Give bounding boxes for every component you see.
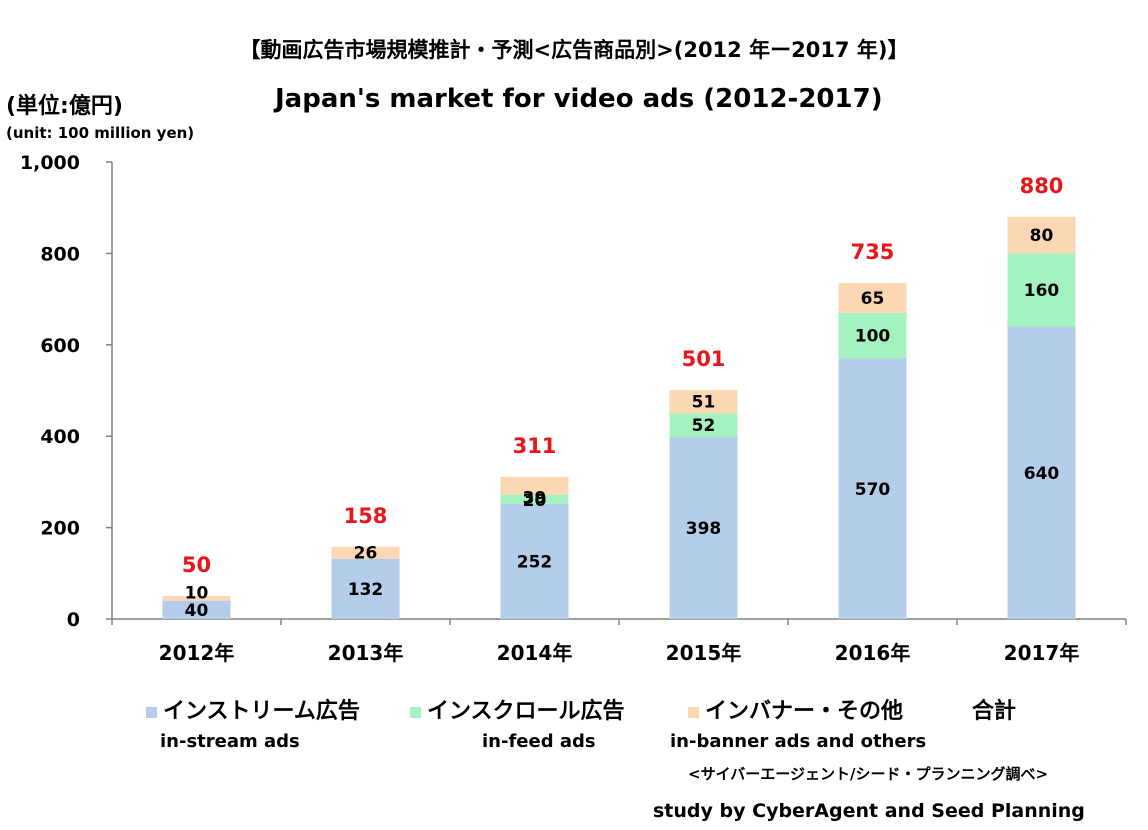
chart-title-en: Japan's market for video ads (2012-2017) — [275, 84, 883, 114]
bar-segment-instream — [331, 558, 400, 619]
bar-segment-infeed — [1007, 253, 1076, 327]
chart-title-jp: 【動画広告市場規模推計・予測<広告商品別>(2012 年ー2017 年)】 — [239, 38, 909, 62]
source-note-en: study by CyberAgent and Seed Planning — [653, 800, 1085, 822]
total-label: 50 — [182, 553, 211, 577]
bar-segment-instream — [162, 600, 231, 619]
data-label-infeed: 20 — [523, 491, 547, 511]
data-label-inbanner: 26 — [354, 544, 378, 564]
bar-segment-inbanner — [1007, 216, 1076, 254]
y-tick-label: 0 — [67, 609, 80, 631]
legend-swatch-inbanner — [688, 706, 699, 718]
bar-segment-instream — [669, 437, 738, 619]
legend-label-total: 合計 — [972, 699, 1017, 724]
data-label-inbanner: 65 — [861, 289, 885, 309]
y-tick-label: 400 — [40, 426, 80, 448]
data-label-instream: 132 — [348, 580, 384, 600]
x-tick-label: 2013年 — [328, 641, 404, 665]
bar-segment-infeed — [500, 494, 569, 504]
bar-segment-inbanner — [669, 390, 738, 414]
x-tick-label: 2015年 — [666, 641, 742, 665]
x-tick-label: 2016年 — [835, 641, 911, 665]
data-label-inbanner: 80 — [1030, 226, 1054, 246]
legend-label-infeed: インスクロール広告 — [427, 699, 625, 724]
data-label-inbanner: 10 — [185, 584, 209, 604]
bar-segment-instream — [1007, 326, 1076, 619]
legend-label-inbanner: インバナー・その他 — [705, 699, 904, 724]
bar-segment-instream — [838, 358, 907, 619]
y-tick-label: 600 — [40, 335, 80, 357]
bar-segment-inbanner — [838, 283, 907, 313]
legend-swatch-instream — [146, 706, 157, 718]
bar-segment-infeed — [669, 413, 738, 438]
legend-item-instream: インストリーム広告 — [146, 693, 360, 725]
data-label-instream: 570 — [855, 480, 891, 500]
data-label-inbanner: 39 — [523, 489, 547, 509]
x-tick-label: 2017年 — [1004, 641, 1080, 665]
data-label-instream: 640 — [1024, 464, 1060, 484]
bar-segment-inbanner — [331, 546, 400, 559]
total-label: 501 — [682, 347, 726, 371]
legend-item-inbanner: インバナー・その他 — [688, 693, 903, 725]
legend-swatch-infeed — [410, 706, 421, 718]
data-label-instream: 40 — [185, 601, 209, 621]
legend-label-instream: インストリーム広告 — [163, 699, 360, 724]
data-label-instream: 252 — [517, 552, 553, 572]
legend-en-inbanner: in-banner ads and others — [670, 731, 927, 752]
total-label: 158 — [344, 504, 388, 528]
x-tick-label: 2012年 — [159, 641, 235, 665]
unit-label-en: (unit: 100 million yen) — [6, 124, 195, 142]
total-label: 880 — [1020, 174, 1064, 198]
data-label-infeed: 160 — [1024, 281, 1060, 301]
total-label: 311 — [513, 434, 557, 458]
bar-segment-inbanner — [500, 476, 569, 495]
bar-segment-infeed — [838, 312, 907, 359]
x-tick-label: 2014年 — [497, 641, 573, 665]
data-label-instream: 398 — [686, 519, 722, 539]
data-label-infeed: 52 — [692, 416, 716, 436]
total-label: 735 — [851, 240, 895, 264]
data-label-inbanner: 51 — [692, 393, 716, 413]
data-label-infeed: 100 — [855, 327, 891, 347]
legend-en-instream: in-stream ads — [160, 731, 300, 752]
y-tick-label: 800 — [40, 243, 80, 265]
source-note-jp: <サイバーエージェント/シード・プランニング調べ> — [688, 765, 1049, 783]
legend-en-infeed: in-feed ads — [482, 731, 596, 752]
bar-segment-inbanner — [162, 596, 231, 601]
stacked-bar-chart: 02004006008001,0004010502012年13226158201… — [20, 152, 1127, 665]
unit-label-jp: (単位:億円) — [6, 94, 123, 119]
legend-item-infeed: インスクロール広告 — [410, 693, 625, 725]
y-tick-label: 1,000 — [20, 152, 80, 174]
bar-segment-instream — [500, 503, 569, 619]
y-tick-label: 200 — [40, 518, 80, 540]
